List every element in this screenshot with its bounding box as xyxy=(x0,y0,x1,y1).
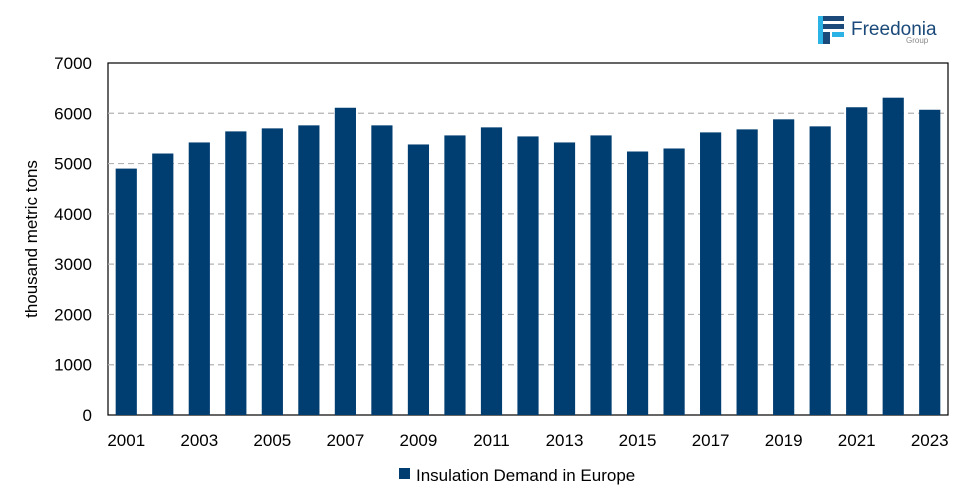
x-tick-label: 2009 xyxy=(400,431,438,450)
bar-2013 xyxy=(553,142,576,416)
logo-subtitle: Group xyxy=(906,36,929,45)
bar-2001 xyxy=(115,168,137,415)
legend-swatch xyxy=(399,468,410,479)
x-tick-label: 2021 xyxy=(838,431,876,450)
bar-2023 xyxy=(919,109,941,415)
bar-2007 xyxy=(334,107,356,416)
y-tick-label: 0 xyxy=(83,406,92,425)
x-tick-label: 2017 xyxy=(692,431,730,450)
bar-2010 xyxy=(444,135,466,415)
y-tick-label: 2000 xyxy=(54,305,92,324)
x-tick-label: 2011 xyxy=(473,431,510,450)
y-tick-label: 6000 xyxy=(54,104,92,123)
x-tick-label: 2019 xyxy=(765,431,803,450)
y-tick-label: 1000 xyxy=(54,356,92,375)
x-tick-label: 2013 xyxy=(546,431,584,450)
y-tick-label: 5000 xyxy=(54,155,92,174)
y-tick-label: 4000 xyxy=(54,205,92,224)
bar-2009 xyxy=(407,144,430,415)
y-tick-label: 7000 xyxy=(54,54,92,73)
bars xyxy=(115,97,941,416)
bar-2012 xyxy=(517,136,539,415)
logo-name: Freedonia xyxy=(851,19,937,40)
x-tick-label: 2001 xyxy=(107,431,145,450)
bar-2014 xyxy=(590,135,612,415)
x-tick-label: 2007 xyxy=(326,431,364,450)
bar-2006 xyxy=(298,125,320,416)
bar-2005 xyxy=(261,128,283,415)
bar-2011 xyxy=(480,127,503,415)
x-tick-label: 2005 xyxy=(253,431,291,450)
legend: Insulation Demand in Europe xyxy=(399,466,635,485)
bar-2016 xyxy=(663,148,685,415)
bar-2020 xyxy=(809,126,831,416)
x-tick-label: 2003 xyxy=(180,431,218,450)
y-tick-labels: 0 1000 2000 3000 4000 5000 6000 7000 xyxy=(54,54,92,425)
legend-label: Insulation Demand in Europe xyxy=(416,466,635,485)
bar-2022 xyxy=(882,97,904,415)
bar-2004 xyxy=(225,131,247,416)
bar-2019 xyxy=(773,119,795,415)
y-axis-title: thousand metric tons xyxy=(22,160,41,318)
bar-2003 xyxy=(188,142,210,416)
x-tick-label: 2015 xyxy=(619,431,657,450)
bar-2015 xyxy=(626,151,649,415)
bar-2008 xyxy=(371,125,393,416)
bar-2021 xyxy=(846,107,868,415)
freedonia-logo-mark-icon xyxy=(818,16,844,44)
bar-2018 xyxy=(736,129,758,415)
bar-2002 xyxy=(152,153,174,415)
bar-2017 xyxy=(700,132,722,415)
freedonia-logo: Freedonia Group xyxy=(818,16,937,45)
y-tick-label: 3000 xyxy=(54,255,92,274)
x-tick-labels: 2001 2003 2005 2007 2009 2011 2013 2015 2017 2019… xyxy=(107,431,948,450)
x-tick-label: 2023 xyxy=(911,431,949,450)
